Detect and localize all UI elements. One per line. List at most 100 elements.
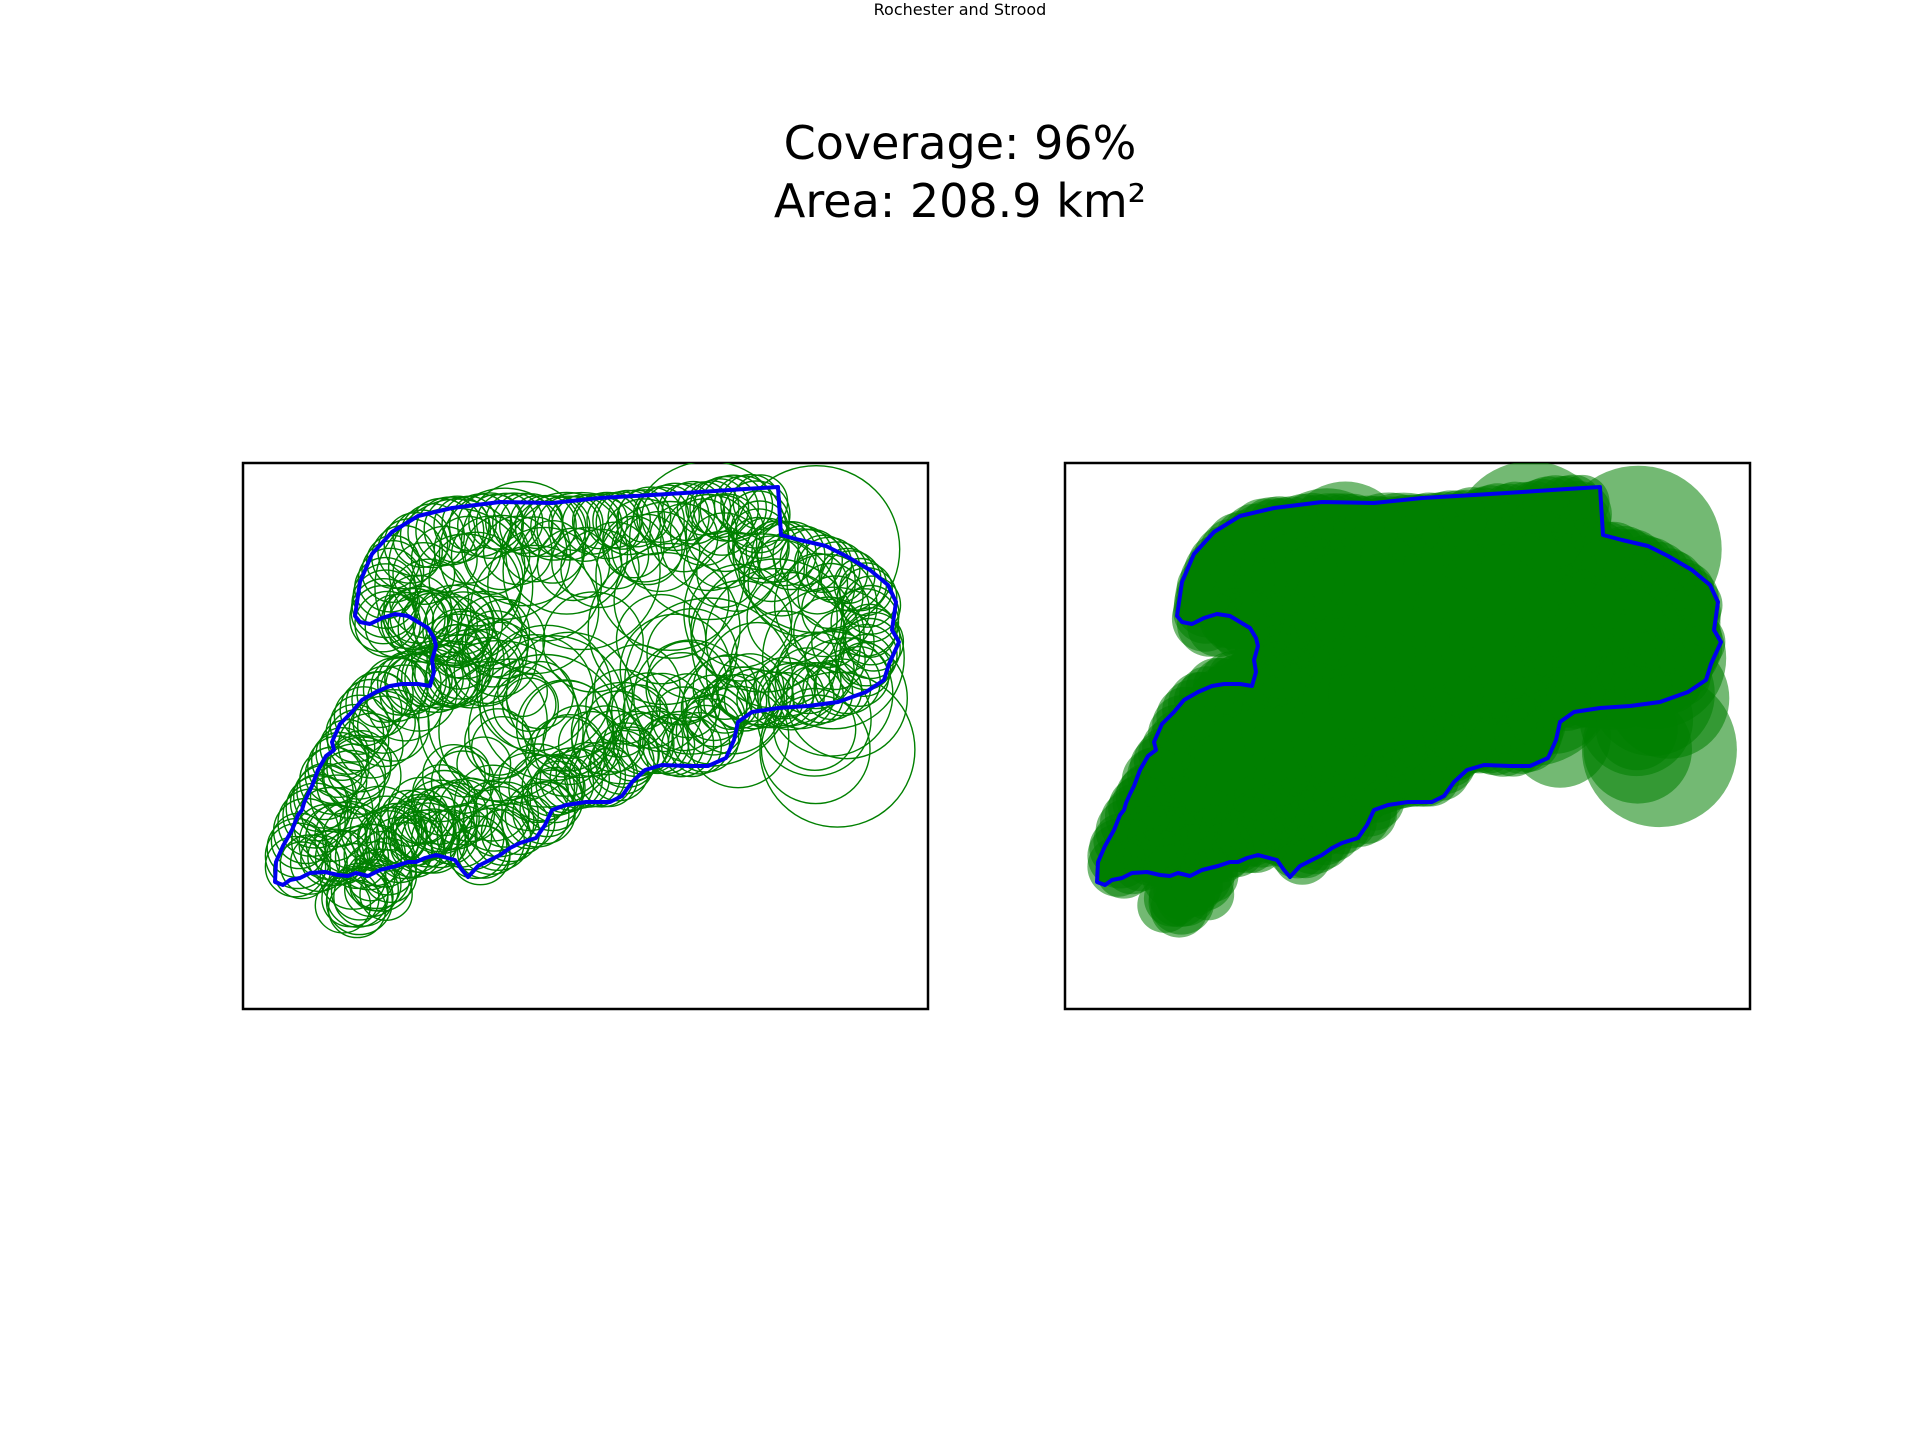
coverage-circle: [505, 491, 629, 615]
coverage-circle: [732, 465, 901, 634]
coverage-circle: [428, 531, 524, 627]
coverage-circle: [785, 637, 909, 760]
coverage-circle-filled: [1328, 661, 1396, 729]
coverage-circle: [747, 528, 856, 637]
coverage-circle: [560, 528, 640, 609]
coverage-circle: [836, 642, 892, 698]
coverage-circle: [446, 590, 523, 667]
coverage-circle: [410, 613, 505, 708]
coverage-circle: [339, 678, 403, 742]
coverage-circle-filled: [1229, 787, 1294, 852]
coverage-circle: [319, 719, 376, 776]
coverage-circle: [438, 487, 572, 620]
coverage-circle: [773, 553, 878, 658]
coverage-circle: [321, 743, 387, 808]
coverage-circle: [786, 552, 849, 615]
coverage-circle: [387, 498, 526, 637]
coverage-circle: [651, 686, 717, 752]
coverage-circle: [619, 613, 732, 726]
coverage-circle: [438, 658, 584, 805]
coverage-circle: [307, 735, 370, 799]
coverage-circle: [438, 745, 491, 798]
coverage-circle: [339, 785, 420, 867]
area-label: Area: 208.9 km²: [773, 174, 1147, 228]
coverage-circle: [611, 513, 683, 586]
coverage-circle: [387, 590, 460, 663]
coverage-circle: [793, 596, 865, 669]
coverage-circle: [390, 796, 457, 863]
coverage-circle: [774, 647, 842, 715]
coverage-circle: [592, 491, 651, 550]
coverage-circle: [683, 530, 761, 609]
coverage-circle: [660, 493, 758, 592]
coverage-circle: [505, 660, 574, 730]
figure-title: Rochester and Strood: [873, 0, 1047, 19]
coverage-circle: [436, 802, 505, 871]
coverage-circle: [417, 639, 580, 802]
coverage-circle: [804, 628, 866, 691]
coverage-circle: [585, 690, 653, 758]
coverage-circle: [480, 624, 613, 756]
coverage-circle: [738, 535, 806, 603]
coverage-circle: [453, 764, 532, 842]
coverage-circle: [521, 680, 614, 772]
coverage-circle: [456, 595, 531, 670]
coverage-circle: [337, 712, 404, 779]
coverage-circle: [322, 736, 402, 815]
coverage-circle: [619, 510, 701, 593]
coverage-circle-filled: [1261, 746, 1312, 797]
coverage-circle: [686, 685, 790, 789]
coverage-label: Coverage: 96%: [783, 116, 1137, 170]
coverage-circle: [460, 480, 587, 607]
coverage-circle: [325, 703, 385, 763]
coverage-circle: [646, 607, 738, 700]
coverage-circle: [492, 673, 559, 740]
coverage-circle-filled: [1469, 608, 1559, 699]
coverage-circle: [690, 579, 793, 682]
coverage-circle: [464, 708, 532, 776]
coverage-circle: [456, 736, 512, 792]
coverage-circle: [760, 694, 871, 805]
coverage-circle: [839, 617, 901, 680]
coverage-circle: [356, 665, 414, 723]
coverage-circle: [761, 586, 905, 730]
coverage-circle: [593, 644, 681, 732]
coverage-circle: [476, 634, 595, 752]
region-boundary: [273, 485, 901, 887]
coverage-circle: [352, 690, 416, 754]
panel-right: [1063, 461, 1752, 1011]
coverage-circle: [282, 782, 349, 849]
coverage-circle-filled: [1327, 492, 1450, 615]
coverage-circle: [356, 689, 430, 762]
coverage-circle: [329, 694, 390, 755]
coverage-circle: [389, 818, 445, 873]
coverage-circle: [344, 862, 400, 918]
coverage-circle: [387, 776, 456, 845]
coverage-circle: [520, 520, 585, 584]
coverage-circle: [394, 788, 450, 844]
coverage-circle: [828, 646, 890, 708]
coverage-circle: [757, 662, 872, 777]
coverage-circle: [407, 786, 473, 853]
coverage-circle: [315, 727, 370, 782]
coverage-circle: [602, 498, 687, 583]
coverage-circle: [472, 781, 539, 848]
coverage-circle: [773, 687, 857, 772]
coverage-circle: [613, 542, 730, 659]
coverage-circle-filled: [1554, 465, 1722, 633]
coverage-circle: [742, 539, 821, 617]
coverage-circle: [705, 621, 809, 726]
coverage-circle: [587, 551, 741, 706]
coverage-circle-filled: [1251, 532, 1345, 626]
coverage-circle: [333, 866, 394, 927]
coverage-circle: [264, 822, 332, 890]
coverage-circle: [715, 653, 785, 723]
coverage-circles-filled: [1087, 463, 1737, 938]
coverage-circle: [530, 760, 586, 816]
coverage-circle-filled: [1169, 852, 1217, 901]
coverage-circle: [395, 802, 461, 868]
coverage-circle: [501, 516, 568, 583]
coverage-circle: [617, 489, 672, 543]
coverage-circle: [502, 491, 661, 651]
